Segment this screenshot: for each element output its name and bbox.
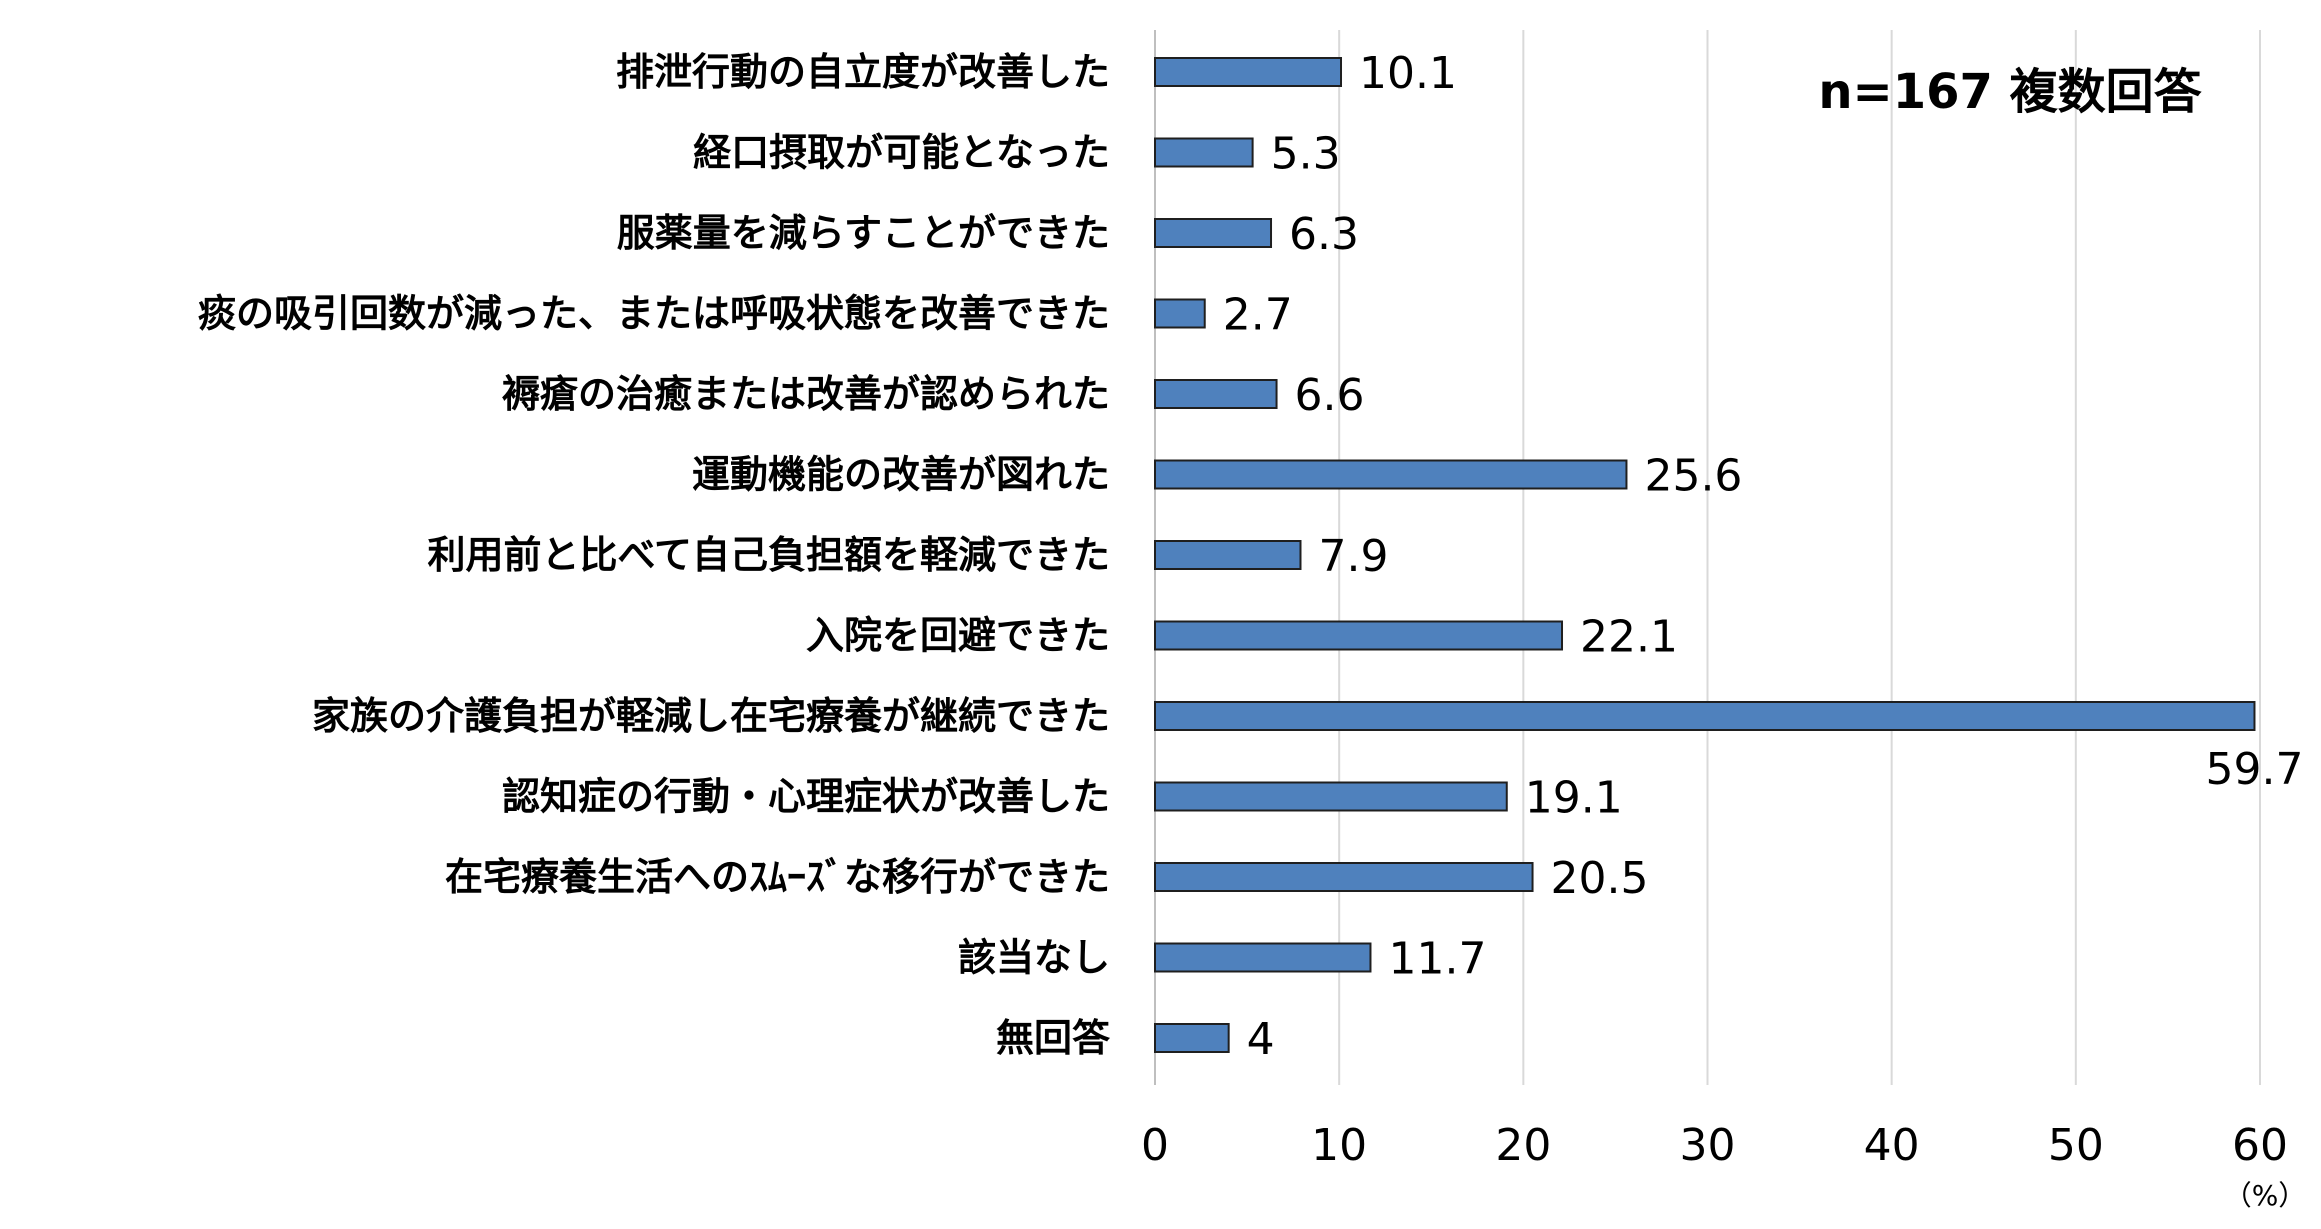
sample-note: n=167 複数回答 [1818, 64, 2202, 120]
x-tick-label-10: 10 [1311, 1120, 1367, 1171]
category-label-11: 該当なし [958, 936, 1110, 980]
unit-label: （%） [2224, 1179, 2307, 1212]
category-label-2: 服薬量を減らすことができた [617, 211, 1110, 255]
category-label-1: 経口摂取が可能となった [693, 131, 1110, 175]
grid-lines [1154, 30, 2261, 1085]
x-tick-label-20: 20 [1495, 1120, 1551, 1171]
bar-0 [1154, 57, 1343, 87]
value-label-10: 20.5 [1551, 853, 1649, 904]
category-labels: 排泄行動の自立度が改善した経口摂取が可能となった服薬量を減らすことができた痰の吸… [198, 50, 1111, 1060]
value-label-0: 10.1 [1359, 48, 1457, 99]
bar-6 [1154, 540, 1302, 570]
value-label-11: 11.7 [1388, 934, 1486, 985]
value-label-3: 2.7 [1223, 290, 1293, 341]
category-label-10: 在宅療養生活へのｽﾑｰｽﾞな移行ができた [445, 855, 1110, 899]
bar-9 [1154, 781, 1508, 812]
value-label-8: 59.7 [2205, 744, 2303, 795]
bar-12 [1154, 1023, 1230, 1053]
value-label-12: 4 [1247, 1014, 1275, 1065]
bar-4 [1154, 379, 1278, 409]
x-tick-label-40: 40 [1864, 1120, 1920, 1171]
category-label-5: 運動機能の改善が図れた [692, 453, 1110, 497]
bar-1 [1154, 137, 1254, 168]
x-tick-label-30: 30 [1680, 1120, 1736, 1171]
category-label-8: 家族の介護負担が軽減し在宅療養が継続できた [312, 694, 1110, 738]
x-tick-label-50: 50 [2048, 1120, 2104, 1171]
value-label-6: 7.9 [1318, 531, 1388, 582]
bar-8 [1154, 701, 2256, 731]
bar-3 [1154, 298, 1206, 329]
category-label-4: 褥瘡の治癒または改善が認められた [502, 372, 1110, 416]
x-tick-label-60: 60 [2232, 1120, 2288, 1171]
value-label-7: 22.1 [1580, 612, 1678, 663]
x-axis-ticks: 0 10 20 30 40 50 60 [1141, 1120, 2288, 1171]
value-label-5: 25.6 [1644, 451, 1742, 502]
x-tick-label-0: 0 [1141, 1120, 1169, 1171]
category-label-9: 認知症の行動・心理症状が改善した [502, 775, 1110, 819]
category-label-0: 排泄行動の自立度が改善した [616, 50, 1110, 94]
category-label-7: 入院を回避できた [806, 614, 1110, 658]
category-label-3: 痰の吸引回数が減った、または呼吸状態を改善できた [198, 292, 1110, 336]
value-label-9: 19.1 [1525, 773, 1623, 824]
bars [1154, 57, 2256, 1053]
bar-10 [1154, 862, 1534, 892]
bar-2 [1154, 218, 1273, 248]
category-label-12: 無回答 [996, 1016, 1111, 1060]
bar-7 [1154, 620, 1564, 651]
value-labels: 10.1 5.3 6.3 2.76.6 25.6 7.9 22.1 59.7 19.1 20.5 1… [1223, 48, 2304, 1065]
category-label-6: 利用前と比べて自己負担額を軽減できた [428, 533, 1110, 577]
bar-5 [1154, 459, 1628, 490]
value-label-4: 6.6 [1295, 370, 1365, 421]
value-label-1: 5.3 [1271, 129, 1341, 180]
value-label-2: 6.3 [1289, 209, 1359, 260]
bar-11 [1154, 942, 1372, 973]
